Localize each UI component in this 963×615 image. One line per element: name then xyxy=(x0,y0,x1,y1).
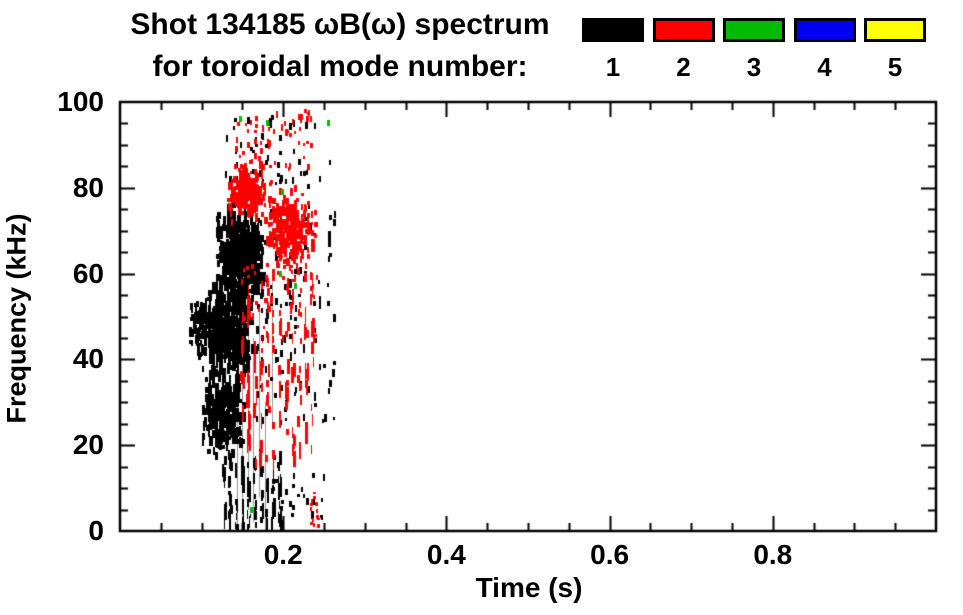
y-tick-label-80: 80 xyxy=(72,171,104,203)
x-tick-label-0.4: 0.4 xyxy=(426,539,466,570)
x-tick-label-0.8: 0.8 xyxy=(753,539,793,570)
x-tick-label-0.6: 0.6 xyxy=(590,539,630,570)
y-tick-label-20: 20 xyxy=(72,429,104,461)
legend-mode-label-4: 4 xyxy=(817,52,832,82)
legend-mode-label-3: 3 xyxy=(746,52,762,82)
y-tick-label-40: 40 xyxy=(72,343,104,375)
legend-mode-label-5: 5 xyxy=(887,52,903,82)
legend-swatch-mode-1 xyxy=(582,18,644,42)
x-tick-label-0.2: 0.2 xyxy=(263,539,303,570)
plot-title-line1: Shot 134185 ωB(ω) spectrum xyxy=(130,8,550,41)
plot-title-line2: for toroidal mode number: xyxy=(152,50,528,83)
y-axis-title: Frequency (kHz) xyxy=(1,213,32,424)
legend-swatch-mode-2 xyxy=(652,18,715,42)
legend-swatch-mode-5 xyxy=(864,18,926,42)
legend-swatch-mode-4 xyxy=(793,18,856,42)
legend-mode-label-2: 2 xyxy=(676,52,691,82)
y-tick-label-0: 0 xyxy=(88,515,104,546)
x-axis-title: Time (s) xyxy=(475,572,583,603)
legend-swatch-mode-3 xyxy=(723,18,785,42)
y-tick-label-100: 100 xyxy=(57,86,104,117)
y-tick-label-60: 60 xyxy=(72,257,104,289)
legend-mode-label-1: 1 xyxy=(605,52,621,82)
